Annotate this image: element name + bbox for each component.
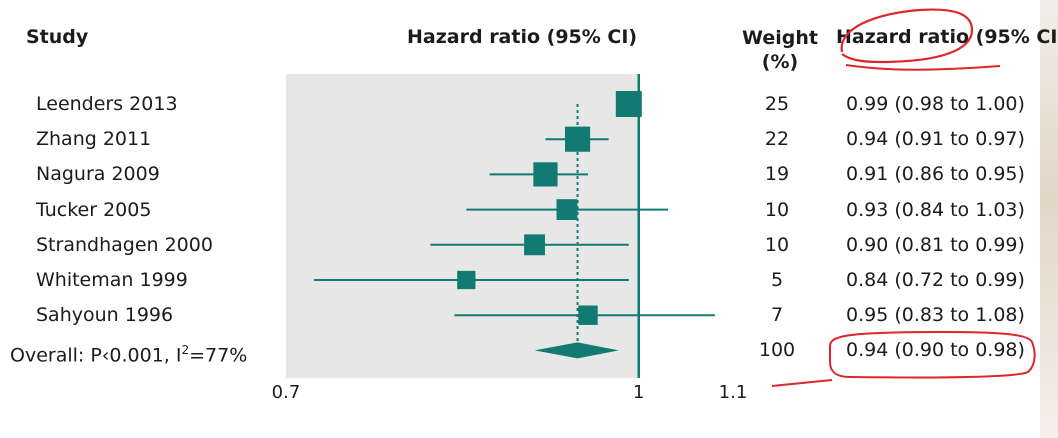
x-tick-label: 0.7 (272, 382, 301, 403)
study-weight: 7 (770, 304, 784, 327)
study-ci-text: 0.95 (0.83 to 1.08) (846, 304, 1025, 327)
background-edge (1040, 0, 1058, 438)
study-marker (533, 162, 558, 187)
study-weight: 19 (764, 163, 790, 186)
header-weight-unit: (%) (761, 51, 799, 73)
study-marker (615, 91, 642, 117)
overall-label-suffix: =77% (189, 344, 248, 367)
header-hazard-ratio: Hazard ratio (95% CI) (407, 26, 638, 48)
overall-ci-text: 0.94 (0.90 to 0.98) (846, 339, 1025, 362)
header-weight: Weight (%) (740, 26, 820, 74)
overall-weight: 100 (758, 339, 796, 362)
x-tick-label: 1.1 (719, 382, 748, 403)
study-name: Sahyoun 1996 (36, 304, 174, 327)
overall-label: Overall: P‹0.001, I2=77% (10, 339, 247, 366)
study-marker (524, 234, 545, 256)
study-marker (556, 199, 578, 221)
study-marker (564, 126, 591, 152)
header-study: Study (26, 26, 89, 48)
header-weight-label: Weight (742, 27, 818, 49)
study-name: Zhang 2011 (36, 128, 152, 151)
study-ci-text: 0.94 (0.91 to 0.97) (846, 128, 1025, 151)
study-weight: 10 (764, 233, 790, 256)
study-marker (578, 305, 598, 325)
study-ci-text: 0.93 (0.84 to 1.03) (846, 198, 1025, 221)
study-weight: 25 (764, 93, 790, 115)
study-weight: 5 (770, 269, 784, 291)
overall-label-sup: 2 (181, 343, 190, 358)
plot-background (286, 74, 639, 378)
study-name: Nagura 2009 (36, 163, 160, 186)
overall-label-prefix: Overall: P‹0.001, I (10, 344, 182, 367)
study-weight: 10 (764, 198, 790, 221)
study-weight: 22 (764, 128, 790, 151)
study-name: Whiteman 1999 (36, 269, 188, 291)
overall-diamond (534, 342, 619, 359)
study-name: Strandhagen 2000 (36, 233, 213, 256)
study-ci-text: 0.84 (0.72 to 0.99) (846, 269, 1025, 291)
study-ci-text: 0.99 (0.98 to 1.00) (846, 93, 1025, 115)
study-ci-text: 0.90 (0.81 to 0.99) (846, 233, 1025, 256)
x-tick-label: 1 (633, 382, 644, 403)
study-ci-text: 0.91 (0.86 to 0.95) (846, 163, 1025, 186)
study-name: Tucker 2005 (36, 198, 152, 221)
study-marker (457, 270, 476, 290)
study-name: Leenders 2013 (36, 93, 178, 115)
